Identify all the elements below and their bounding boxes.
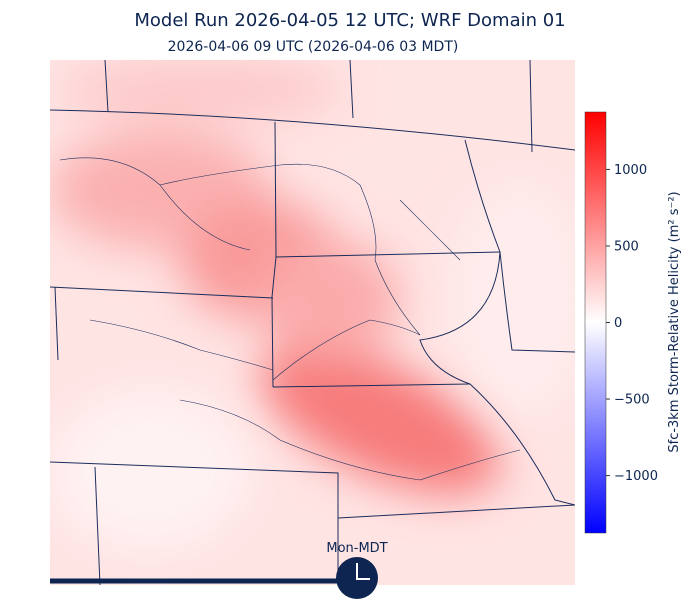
- colorbar-ticks: 1000 500 0 −500 −1000: [606, 163, 658, 484]
- colorbar: [584, 111, 607, 534]
- clock-label: Mon-MDT: [326, 541, 387, 556]
- colorbar-tick-label: 1000: [614, 163, 647, 178]
- colorbar-label: Sfc-3km Storm-Relative Helicity (m² s⁻²): [667, 191, 682, 452]
- map: [50, 60, 575, 585]
- subtitle: 2026-04-06 09 UTC (2026-04-06 03 MDT): [168, 39, 459, 55]
- clock-hands: [356, 563, 370, 580]
- colorbar-tick-label: −500: [614, 393, 650, 408]
- colorbar-tick-label: 500: [614, 239, 639, 254]
- colorbar-tick-label: 0: [614, 316, 622, 331]
- colorbar-tick-label: −1000: [614, 469, 658, 484]
- title: Model Run 2026-04-05 12 UTC; WRF Domain …: [134, 10, 565, 31]
